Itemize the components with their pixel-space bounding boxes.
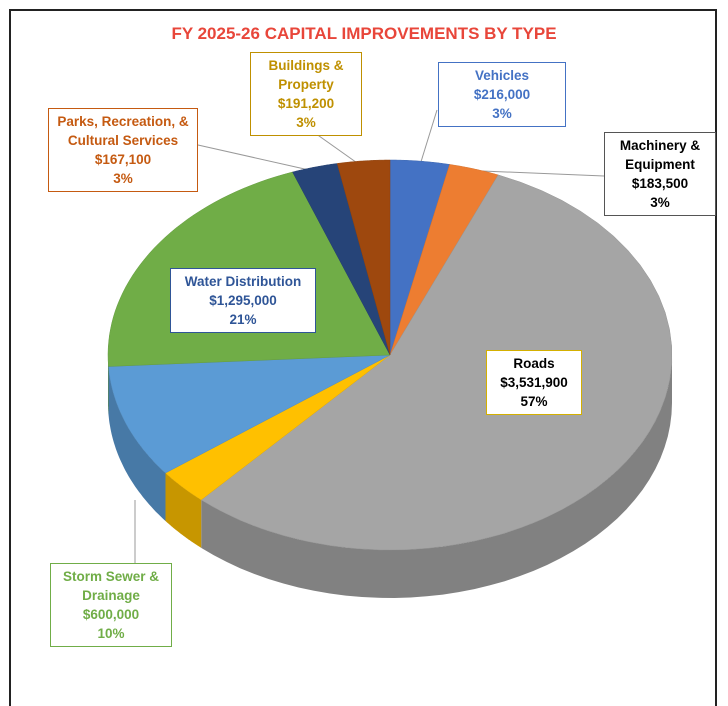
label-value: $183,500 (631, 176, 689, 191)
label-name: Buildings & Property (268, 58, 344, 92)
slice (165, 354, 391, 501)
label-percent: 3% (492, 106, 512, 121)
slice (200, 174, 673, 551)
label-percent: 3% (113, 171, 133, 186)
data-label: Vehicles $216,000 3% (438, 62, 566, 127)
label-value: $1,295,000 (209, 293, 277, 308)
slice (389, 159, 450, 356)
slice (292, 163, 391, 356)
label-value: $600,000 (82, 607, 140, 622)
data-label: Roads $3,531,900 57% (486, 350, 582, 415)
pie-sides (108, 355, 672, 598)
label-value: $167,100 (94, 152, 152, 167)
data-label: Parks, Recreation, & Cultural Services $1… (48, 108, 198, 192)
label-percent: 3% (650, 195, 670, 210)
label-name: Storm Sewer & Drainage (62, 569, 160, 603)
label-name: Machinery & Equipment (619, 138, 701, 172)
slice (108, 354, 391, 474)
data-label: Buildings & Property $191,200 3% (250, 52, 362, 136)
data-label: Machinery & Equipment $183,500 3% (604, 132, 716, 216)
label-percent: 3% (296, 115, 316, 130)
pie-tops (107, 159, 673, 551)
label-value: $216,000 (473, 87, 531, 102)
label-value: $3,531,900 (500, 375, 568, 390)
label-percent: 21% (229, 312, 257, 327)
data-label: Water Distribution $1,295,000 21% (170, 268, 316, 333)
frame (9, 9, 717, 706)
slice (389, 164, 499, 356)
slice (336, 159, 391, 356)
data-label: Storm Sewer & Drainage $600,000 10% (50, 563, 172, 647)
slice-side (108, 366, 166, 521)
chart-title: FY 2025-26 CAPITAL IMPROVEMENTS BY TYPE (171, 24, 557, 43)
slice-side (165, 473, 202, 548)
label-name: Water Distribution (184, 274, 302, 289)
label-name: Vehicles (474, 68, 530, 83)
slice-side (108, 355, 109, 415)
label-percent: 57% (520, 394, 548, 409)
label-name: Parks, Recreation, & Cultural Services (57, 114, 189, 148)
slice-side (201, 355, 672, 598)
label-name: Roads (513, 356, 555, 371)
label-value: $191,200 (277, 96, 335, 111)
label-percent: 10% (97, 626, 125, 641)
